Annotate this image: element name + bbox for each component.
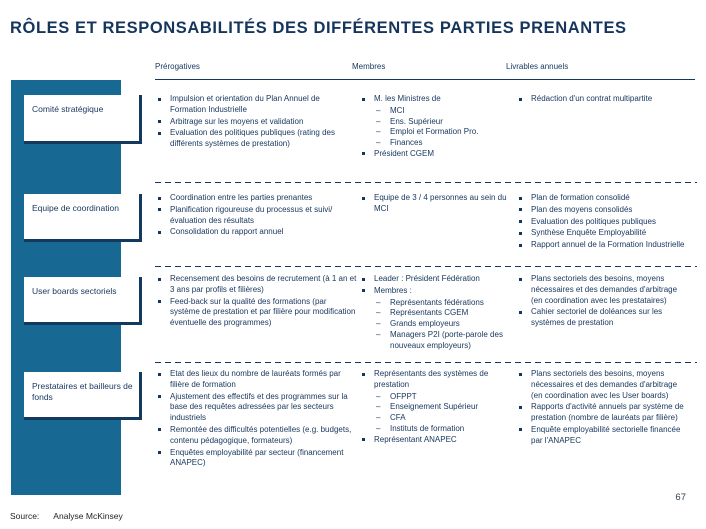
sub-item: Grands employeurs: [361, 319, 509, 330]
sub-item: CFA: [361, 413, 509, 424]
column-header-livrables: Livrables annuels: [506, 62, 569, 71]
prerogatives-list: Impulsion et orientation du Plan Annuel …: [157, 94, 357, 151]
bullet-item: Coordination entre les parties prenantes: [157, 193, 357, 204]
bullet-item: Rédaction d'un contrat multipartite: [518, 94, 686, 105]
sub-item: Enseignement Supérieur: [361, 402, 509, 413]
column-header-membres: Membres: [352, 62, 386, 71]
source-note: Source: Analyse McKinsey: [10, 511, 123, 521]
sub-item: Managers P2I (porte-parole des nouveaux …: [361, 330, 509, 352]
livrables-list: Rédaction d'un contrat multipartite: [518, 94, 686, 106]
row-label-box: Prestataires et bailleurs de fonds: [24, 372, 142, 420]
page-title: RÔLES ET RESPONSABILITÉS DES DIFFÉRENTES…: [10, 19, 627, 37]
membres-list: M. les Ministres deMCIEns. SupérieurEmpl…: [361, 94, 509, 161]
sub-item: Emploi et Formation Pro.: [361, 127, 509, 138]
bullet-item: Membres :: [361, 286, 509, 297]
bullet-item: Plan des moyens consolidés: [518, 205, 686, 216]
row-dashed-separator: [155, 362, 697, 363]
bullet-item: Evaluation des politiques publiques: [518, 217, 686, 228]
header-divider-line: [155, 79, 695, 80]
bullet-item: Planification rigoureuse du processus et…: [157, 205, 357, 227]
sub-item: Finances: [361, 138, 509, 149]
bullet-item: Consolidation du rapport annuel: [157, 227, 357, 238]
page-number: 67: [675, 492, 686, 503]
bullet-item: Enquêtes employabilité par secteur (fina…: [157, 448, 357, 470]
prerogatives-list: Etat des lieux du nombre de lauréats for…: [157, 369, 357, 470]
bullet-item: Représentants des systèmes de prestation: [361, 369, 509, 391]
bullet-item: Représentant ANAPEC: [361, 435, 509, 446]
bullet-item: Rapports d'activité annuels par système …: [518, 402, 686, 424]
bullet-item: Feed-back sur la qualité des formations …: [157, 297, 357, 329]
source-value: Analyse McKinsey: [53, 511, 123, 521]
bullet-item: Impulsion et orientation du Plan Annuel …: [157, 94, 357, 116]
sub-item: Instituts de formation: [361, 424, 509, 435]
source-label: Source:: [10, 511, 40, 521]
bullet-item: Cahier sectoriel de doléances sur les sy…: [518, 307, 686, 329]
row-label-box: User boards sectoriels: [24, 277, 142, 325]
membres-list: Représentants des systèmes de prestation…: [361, 369, 509, 447]
livrables-list: Plans sectoriels des besoins, moyens néc…: [518, 369, 686, 448]
bullet-item: Synthèse Enquête Employabilité: [518, 228, 686, 239]
bullet-item: Evaluation des politiques publiques (rat…: [157, 128, 357, 150]
sub-item: OFPPT: [361, 392, 509, 403]
bullet-item: Ajustement des effectifs et des programm…: [157, 392, 357, 424]
membres-list: Equipe de 3 / 4 personnes au sein du MCI: [361, 193, 509, 216]
bullet-item: Plans sectoriels des besoins, moyens néc…: [518, 369, 686, 401]
bullet-item: Plan de formation consolidé: [518, 193, 686, 204]
sub-item: Ens. Supérieur: [361, 117, 509, 128]
row-label-box: Equipe de coordination: [24, 194, 142, 242]
bullet-item: Remontée des difficultés potentielles (e…: [157, 425, 357, 447]
bullet-item: Président CGEM: [361, 149, 509, 160]
sub-item: MCI: [361, 106, 509, 117]
bullet-item: Enquête employabilité sectorielle financ…: [518, 425, 686, 447]
bullet-item: Equipe de 3 / 4 personnes au sein du MCI: [361, 193, 509, 215]
bullet-item: M. les Ministres de: [361, 94, 509, 105]
row-dashed-separator: [155, 182, 697, 183]
bullet-item: Leader : Président Fédération: [361, 274, 509, 285]
prerogatives-list: Recensement des besoins de recrutement (…: [157, 274, 357, 330]
sub-item: Représentants fédérations: [361, 298, 509, 309]
row-dashed-separator: [155, 266, 697, 267]
bullet-item: Etat des lieux du nombre de lauréats for…: [157, 369, 357, 391]
row-label-box: Comité stratégique: [24, 95, 142, 144]
bullet-item: Arbitrage sur les moyens et validation: [157, 117, 357, 128]
livrables-list: Plans sectoriels des besoins, moyens néc…: [518, 274, 686, 330]
livrables-list: Plan de formation consolidé Plan des moye…: [518, 193, 686, 252]
bullet-item: Rapport annuel de la Formation Industrie…: [518, 240, 686, 251]
column-header-prerogatives: Prérogatives: [155, 62, 200, 71]
bullet-item: Plans sectoriels des besoins, moyens néc…: [518, 274, 686, 306]
bullet-item: Recensement des besoins de recrutement (…: [157, 274, 357, 296]
sub-item: Représentants CGEM: [361, 308, 509, 319]
prerogatives-list: Coordination entre les parties prenantes…: [157, 193, 357, 239]
